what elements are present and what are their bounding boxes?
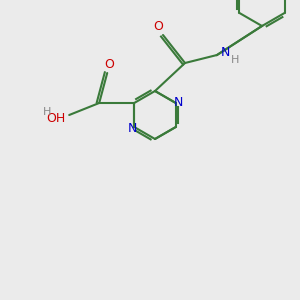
Text: O: O: [153, 20, 163, 34]
Text: N: N: [221, 46, 230, 59]
Text: OH: OH: [46, 112, 66, 124]
Text: N: N: [128, 122, 137, 136]
Text: H: H: [43, 107, 51, 117]
Text: N: N: [174, 97, 184, 110]
Text: H: H: [231, 55, 239, 65]
Text: O: O: [104, 58, 114, 71]
